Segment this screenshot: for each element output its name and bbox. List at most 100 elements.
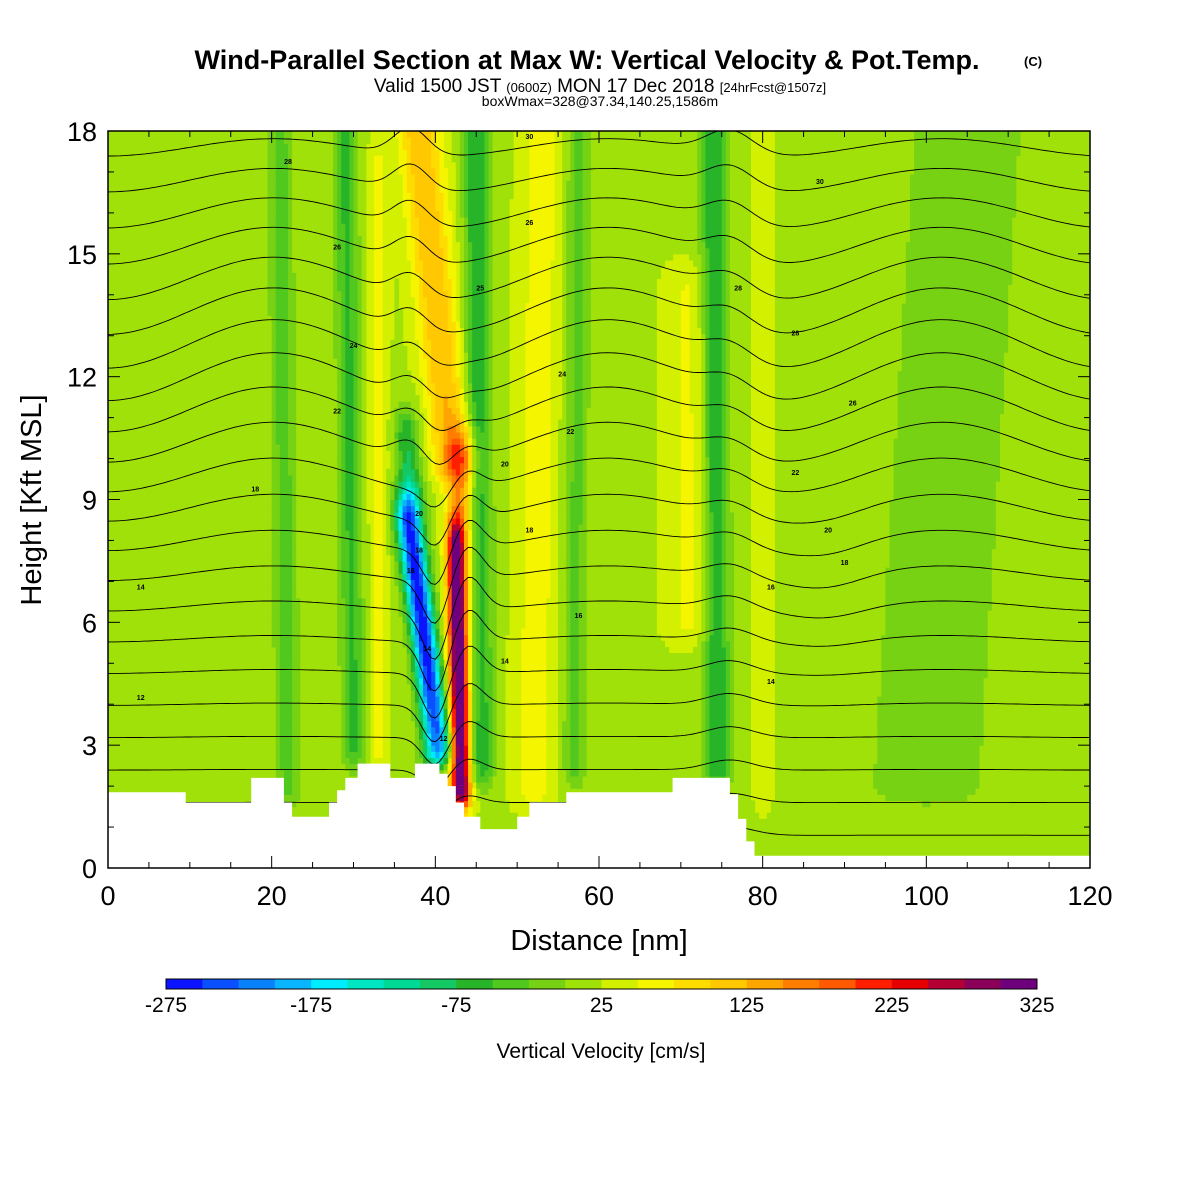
velocity-cell [112, 549, 117, 556]
velocity-cell [112, 561, 117, 568]
velocity-cell [116, 622, 121, 629]
velocity-cell [120, 217, 125, 224]
velocity-cell [128, 420, 133, 427]
velocity-cell [141, 714, 146, 721]
velocity-cell [141, 278, 146, 285]
velocity-cell [133, 469, 138, 476]
velocity-cell [124, 315, 129, 322]
velocity-cell [133, 524, 138, 531]
velocity-cell [116, 647, 121, 654]
velocity-cell [133, 604, 138, 611]
velocity-cell [116, 757, 121, 764]
velocity-cell [124, 745, 129, 752]
velocity-cell [116, 770, 121, 777]
velocity-cell [137, 678, 142, 685]
velocity-cell [141, 450, 146, 457]
velocity-cell [116, 156, 121, 163]
velocity-cell [120, 524, 125, 531]
velocity-cell [124, 714, 129, 721]
velocity-cell [133, 383, 138, 390]
velocity-cell [128, 358, 133, 365]
velocity-cell [120, 186, 125, 193]
velocity-cell [112, 764, 117, 771]
velocity-cell [128, 235, 133, 242]
velocity-cell [120, 549, 125, 556]
velocity-cell [120, 776, 125, 783]
velocity-cell [112, 303, 117, 310]
velocity-cell [116, 561, 121, 568]
velocity-cell [120, 536, 125, 543]
velocity-cell [120, 438, 125, 445]
velocity-cell [124, 524, 129, 531]
velocity-cell [112, 506, 117, 513]
velocity-cell [116, 659, 121, 666]
velocity-cell [116, 137, 121, 144]
velocity-cell [141, 733, 146, 740]
velocity-cell [112, 487, 117, 494]
velocity-cell [120, 149, 125, 156]
velocity-cell [128, 272, 133, 279]
velocity-cell [137, 315, 142, 322]
velocity-cell [120, 426, 125, 433]
velocity-cell [137, 235, 142, 242]
velocity-cell [116, 297, 121, 304]
velocity-field [108, 131, 1091, 869]
velocity-cell [112, 346, 117, 353]
velocity-cell [124, 733, 129, 740]
velocity-cell [124, 291, 129, 298]
velocity-cell [124, 211, 129, 218]
velocity-cell [133, 420, 138, 427]
velocity-cell [141, 346, 146, 353]
velocity-cell [120, 174, 125, 181]
velocity-cell [128, 481, 133, 488]
velocity-cell [112, 690, 117, 697]
velocity-cell [112, 229, 117, 236]
velocity-cell [133, 647, 138, 654]
velocity-cell [112, 242, 117, 249]
velocity-cell [124, 481, 129, 488]
velocity-cell [141, 536, 146, 543]
velocity-cell [124, 371, 129, 378]
velocity-cell [141, 739, 146, 746]
velocity-cell [120, 272, 125, 279]
velocity-cell [141, 401, 146, 408]
velocity-cell [116, 671, 121, 678]
velocity-cell [137, 278, 142, 285]
velocity-cell [116, 223, 121, 230]
velocity-cell [141, 647, 146, 654]
velocity-cell [124, 616, 129, 623]
velocity-cell [116, 211, 121, 218]
velocity-cell [141, 334, 146, 341]
velocity-cell [120, 162, 125, 169]
velocity-cell [112, 174, 117, 181]
velocity-cell [133, 211, 138, 218]
velocity-cell [120, 395, 125, 402]
velocity-cell [137, 500, 142, 507]
velocity-cell [116, 174, 121, 181]
velocity-cell [112, 776, 117, 783]
velocity-cell [137, 340, 142, 347]
velocity-cell [120, 622, 125, 629]
velocity-cell [128, 678, 133, 685]
velocity-cell [137, 309, 142, 316]
velocity-cell [133, 389, 138, 396]
velocity-cell [116, 383, 121, 390]
velocity-cell [120, 309, 125, 316]
velocity-cell [128, 168, 133, 175]
velocity-cell [137, 371, 142, 378]
velocity-cell [141, 592, 146, 599]
velocity-cell [133, 205, 138, 212]
velocity-cell [120, 364, 125, 371]
velocity-cell [124, 137, 129, 144]
velocity-cell [133, 739, 138, 746]
velocity-cell [124, 444, 129, 451]
velocity-cell [120, 254, 125, 261]
velocity-cell [116, 438, 121, 445]
velocity-cell [145, 653, 150, 660]
velocity-cell [116, 432, 121, 439]
velocity-cell [141, 481, 146, 488]
velocity-cell [116, 745, 121, 752]
velocity-cell [141, 622, 146, 629]
velocity-cell [133, 131, 138, 138]
velocity-cell [137, 352, 142, 359]
